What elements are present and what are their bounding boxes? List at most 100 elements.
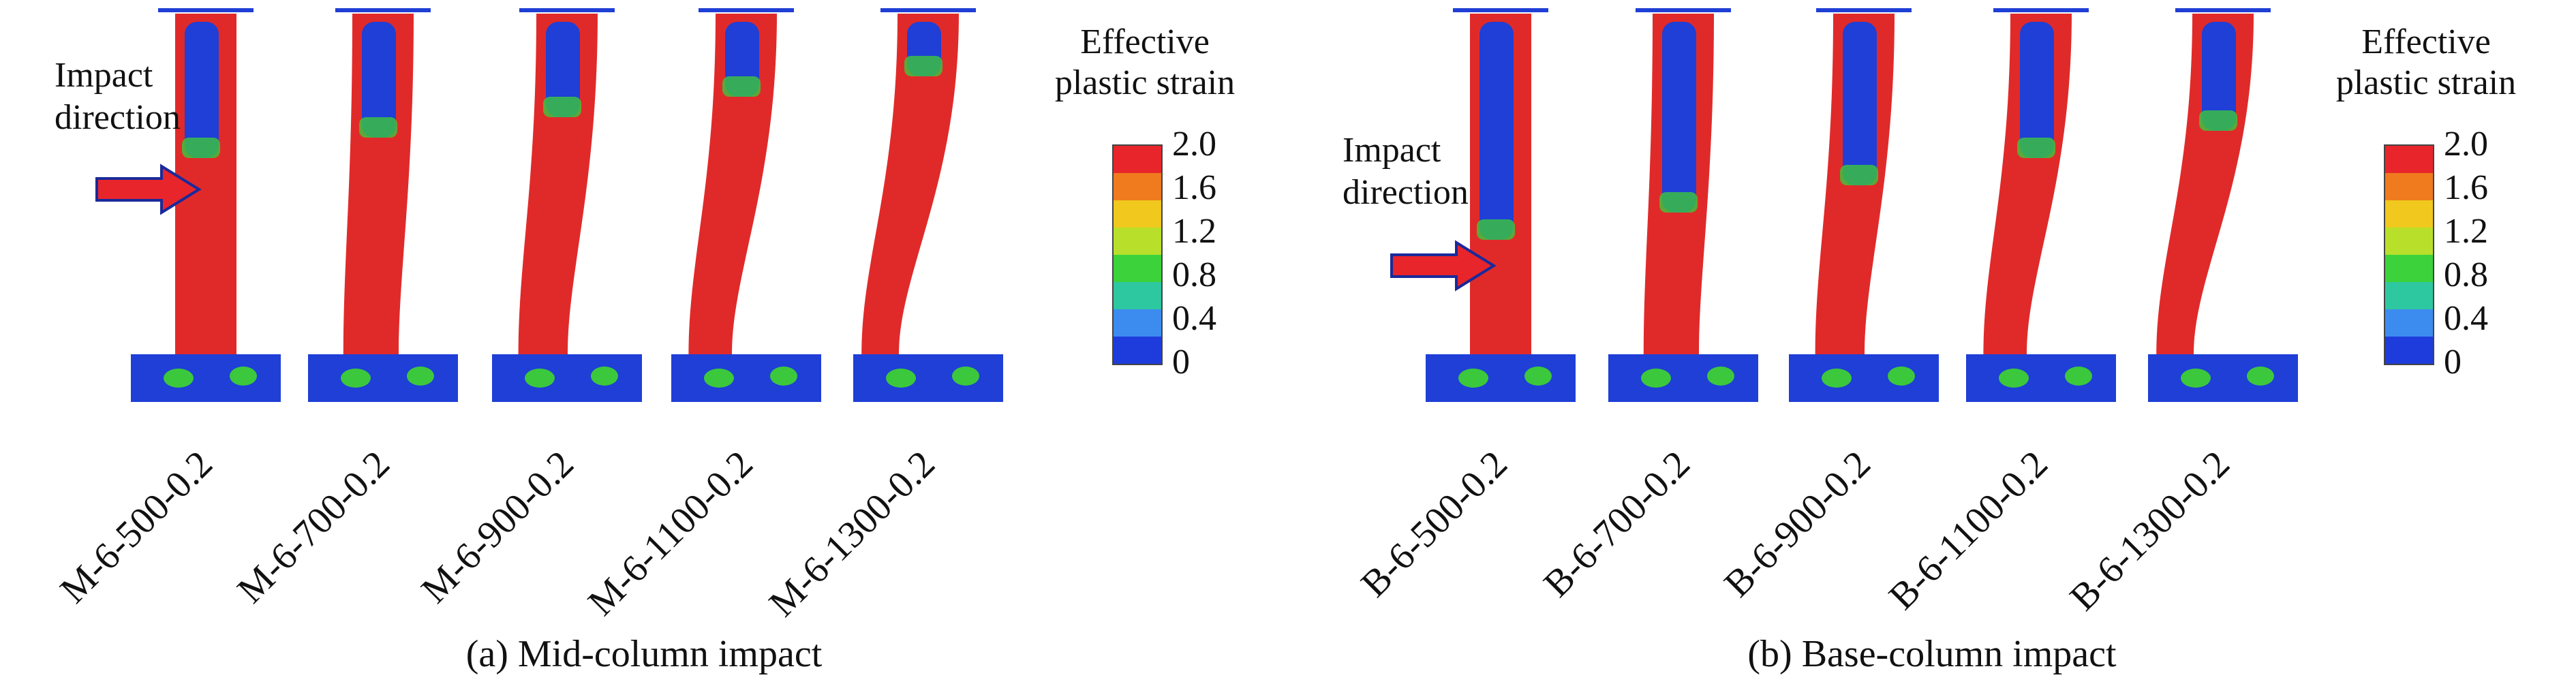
columns-figure-b	[1390, 8, 2298, 402]
legend-color-swatch	[1114, 146, 1161, 173]
impact-label-line1: Impact	[55, 56, 153, 95]
legend-tick-label: 0.8	[2444, 255, 2488, 294]
legend-tick-label: 2.0	[1172, 125, 1216, 164]
base-strain-spot	[1999, 369, 2029, 388]
base-strain-spot	[1458, 369, 1488, 388]
low-strain-region	[185, 22, 219, 158]
base-strain-spot	[1641, 369, 1671, 388]
mid-strain-region	[1477, 219, 1515, 240]
legend-color-swatch	[1114, 173, 1161, 200]
base-strain-spot	[230, 367, 257, 386]
strain-color-legend	[2384, 144, 2434, 365]
legend-tick-label: 1.6	[2444, 168, 2488, 207]
impact-label: Impact direction	[1343, 129, 1469, 214]
top-plate	[1816, 8, 1912, 12]
mid-strain-region	[722, 76, 761, 97]
impact-arrow-icon	[1390, 240, 1497, 292]
impact-label-line2: direction	[1343, 173, 1469, 212]
column-b-6-700-0.2	[1608, 8, 1758, 402]
top-plate	[519, 8, 615, 12]
base-strain-spot	[591, 367, 618, 386]
legend-color-swatch	[2385, 146, 2433, 173]
column-b-6-1300-0.2	[2148, 8, 2298, 402]
legend-tick-label: 1.6	[1172, 168, 1216, 207]
base-plate	[1426, 354, 1576, 402]
base-strain-spot	[1822, 369, 1852, 388]
legend-color-swatch	[2385, 282, 2433, 309]
top-plate	[335, 8, 431, 12]
strain-color-legend	[1112, 144, 1163, 365]
legend-color-swatch	[2385, 200, 2433, 228]
low-strain-region	[2202, 22, 2236, 131]
top-plate	[1453, 8, 1548, 12]
legend-tick-label: 2.0	[2444, 125, 2488, 164]
low-strain-region	[362, 22, 396, 138]
legend-title-line1: Effective	[2361, 22, 2491, 61]
columns-figure-a	[95, 8, 1003, 402]
impact-label: Impact direction	[55, 55, 181, 139]
base-plate	[492, 354, 642, 402]
top-plate	[880, 8, 976, 12]
base-strain-spot	[770, 367, 797, 386]
top-plate	[1636, 8, 1731, 12]
legend-tick-label: 0	[1172, 343, 1190, 382]
legend-color-swatch	[2385, 309, 2433, 337]
column-m-6-700-0.2	[308, 8, 458, 402]
figure-caption: (a) Mid-column impact	[465, 633, 823, 675]
legend-title: Effective plastic strain	[2290, 22, 2562, 104]
column-body	[861, 14, 959, 354]
legend-tick-label: 0	[2444, 343, 2462, 382]
panel-mid-column-impact: Impact direction Effective plastic strai…	[52, 8, 1281, 675]
impact-arrow-icon	[95, 164, 202, 215]
column-b-6-1100-0.2	[1966, 8, 2116, 402]
low-strain-region	[2020, 22, 2054, 158]
mid-strain-region	[543, 97, 581, 117]
base-strain-spot	[525, 369, 555, 388]
base-strain-spot	[341, 369, 371, 388]
column-body	[688, 14, 777, 354]
base-strain-spot	[886, 369, 916, 388]
base-plate	[1966, 354, 2116, 402]
base-strain-spot	[1707, 367, 1734, 386]
base-plate	[131, 354, 281, 402]
base-plate	[308, 354, 458, 402]
base-plate	[1608, 354, 1758, 402]
low-strain-region	[1479, 22, 1514, 240]
column-m-6-900-0.2	[492, 8, 642, 402]
legend-tick-label: 1.2	[1172, 212, 1216, 251]
legend-color-swatch	[2385, 228, 2433, 255]
legend-color-swatch	[1114, 309, 1161, 337]
legend-color-swatch	[1114, 200, 1161, 228]
legend-tick-label: 0.8	[1172, 255, 1216, 294]
legend-tick-label: 0.4	[2444, 299, 2488, 338]
mid-strain-region	[904, 56, 942, 76]
mid-strain-region	[2199, 110, 2237, 131]
mid-strain-region	[359, 117, 397, 138]
impact-label-line1: Impact	[1343, 131, 1441, 170]
mid-strain-region	[182, 138, 220, 158]
legend-color-swatch	[1114, 282, 1161, 309]
base-plate	[1789, 354, 1939, 402]
legend-title-line2: plastic strain	[2335, 63, 2517, 102]
base-strain-spot	[2181, 369, 2211, 388]
top-plate	[2175, 8, 2271, 12]
panel-base-column-impact: Impact direction Effective plastic strai…	[1288, 0, 2576, 684]
legend-tick-label: 1.2	[2444, 212, 2488, 251]
legend-title: Effective plastic strain	[1009, 22, 1281, 104]
column-b-6-900-0.2	[1789, 8, 1939, 402]
base-plate	[671, 354, 821, 402]
legend-color-swatch	[1114, 337, 1161, 364]
base-plate	[853, 354, 1003, 402]
column-body	[343, 14, 414, 354]
top-plate	[699, 8, 794, 12]
top-plate	[158, 8, 254, 12]
base-strain-spot	[1888, 367, 1915, 386]
impact-label-line2: direction	[55, 98, 181, 137]
legend-color-swatch	[1114, 228, 1161, 255]
figure-caption: (b) Base-column impact	[1747, 633, 2117, 675]
legend-color-swatch	[2385, 337, 2433, 364]
mid-strain-region	[1659, 192, 1698, 213]
low-strain-region	[1662, 22, 1696, 213]
column-m-6-1100-0.2	[671, 8, 821, 402]
base-strain-spot	[952, 367, 979, 386]
